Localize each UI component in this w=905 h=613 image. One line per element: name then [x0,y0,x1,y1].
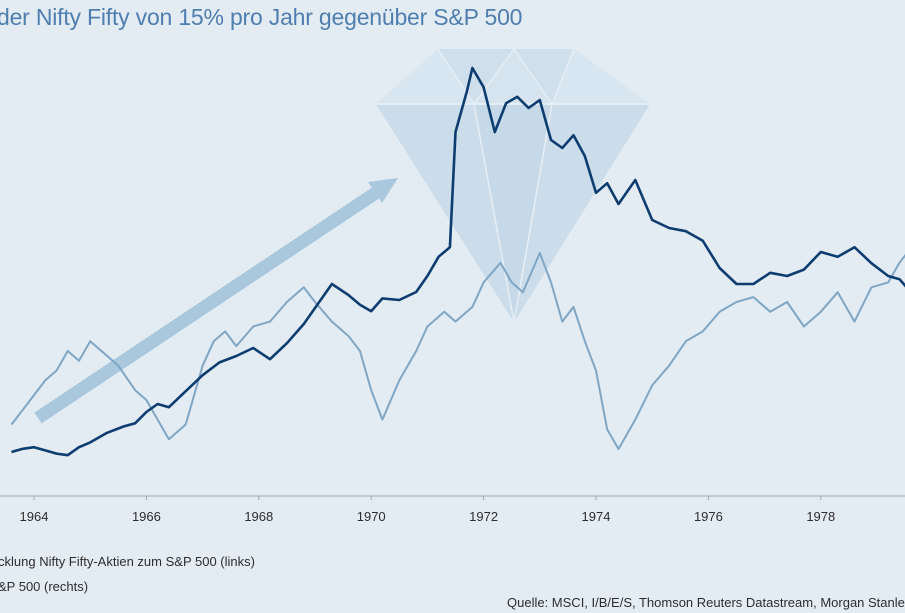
x-tick-label: 1978 [806,509,835,524]
x-tick-label: 1972 [469,509,498,524]
x-axis-ticks: 1964 1966 1968 1970 1972 1974 1976 1978 [20,496,835,524]
x-tick-label: 1970 [357,509,386,524]
legend-item-sp500: &P 500 (rechts) [0,579,89,594]
diamond-icon [376,48,650,323]
series-line-sp500 [10,252,905,450]
trend-arrow-icon [34,178,398,424]
series-line-nifty-fifty [11,66,905,457]
x-tick-label: 1964 [20,509,49,524]
legend-item-nifty-fifty: cklung Nifty Fifty-Aktien zum S&P 500 (l… [0,554,255,569]
x-tick-label: 1968 [244,509,273,524]
chart-title: der Nifty Fifty von 15% pro Jahr gegenüb… [0,4,523,30]
x-tick-label: 1974 [582,509,611,524]
source-note: Quelle: MSCI, I/B/E/S, Thomson Reuters D… [507,595,905,610]
x-tick-label: 1966 [132,509,161,524]
x-tick-label: 1976 [694,509,723,524]
